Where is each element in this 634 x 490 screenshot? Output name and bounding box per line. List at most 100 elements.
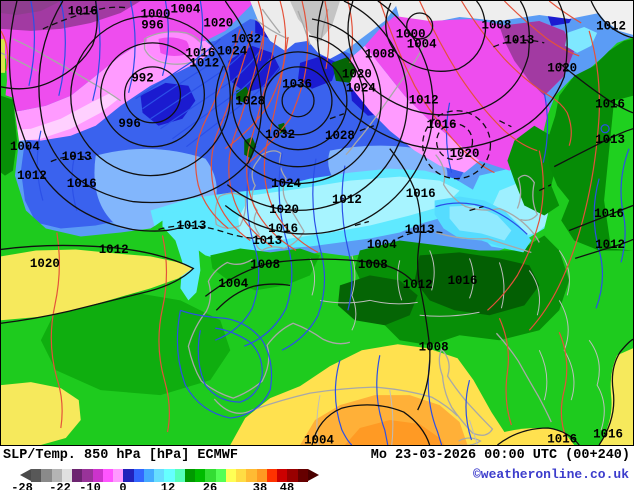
pressure-label: 1008 [365,47,395,61]
scale-color-cell [143,469,154,482]
scale-color-cell [215,469,226,482]
pressure-label: 1024 [217,44,247,58]
pressure-label: 1020 [203,16,233,30]
scale-color-cell [133,469,144,482]
scale-color-cell [92,469,103,482]
pressure-label: 1012 [595,238,625,252]
pressure-label: 1004 [10,140,40,154]
pressure-label: 1000 [141,7,171,21]
pressure-label: 1013 [252,234,282,248]
pressure-label: 1004 [218,277,248,291]
scale-arrow-left [20,469,31,481]
pressure-label: 1028 [325,129,355,143]
map-title: SLP/Temp. 850 hPa [hPa] ECMWF [3,448,238,463]
pressure-label: 1016 [594,207,624,221]
pressure-label: 1004 [407,37,437,51]
scale-color-cell [277,469,288,482]
scale-color-cell [123,469,134,482]
pressure-label: 1032 [265,128,295,142]
isotherms-red [1,1,600,441]
coastlines [1,8,552,445]
scale-tick-label: 48 [279,481,295,490]
scale-tick-label: -22 [49,481,71,490]
scale-tick-label: -10 [79,481,101,490]
pressure-label: 1013 [62,150,92,164]
scale-color-cell [164,469,175,482]
pressure-label: 1013 [405,223,435,237]
pressure-label: 1008 [358,258,388,272]
pressure-label: 1020 [342,67,372,81]
scale-color-cell [154,469,165,482]
isobars-black [1,1,633,445]
scale-color-cell [31,469,42,482]
pressure-label: 1016 [268,222,298,236]
scale-color-cell [266,469,277,482]
pressure-label: 1028 [235,94,265,108]
pressure-label: 1020 [269,203,299,217]
temperature-color-scale [20,469,319,482]
pressure-label: 1008 [481,18,511,32]
pressure-label: 1012 [332,193,362,207]
scale-color-cell [225,469,236,482]
scale-color-cell [102,469,113,482]
scale-tick-label: 26 [202,481,218,490]
pressure-label: 996 [141,18,163,32]
valid-datetime: Mo 23-03-2026 00:00 UTC (00+240) [370,448,630,463]
pressure-label: 1004 [170,2,200,16]
scale-tick-label: 0 [119,481,127,490]
pressure-label: 1016 [427,118,457,132]
scale-color-cell [82,469,93,482]
pressure-label: 1012 [403,278,433,292]
scale-tick-label: 12 [160,481,176,490]
isobars-dashed [42,6,612,240]
pressure-label: 1016 [185,46,215,60]
scale-color-cell [72,469,83,482]
pressure-label: 1008 [419,341,449,355]
pressure-label: 1016 [547,433,577,445]
pressure-label: 1016 [448,274,478,288]
pressure-label: 1004 [304,433,334,445]
pressure-label: 1016 [67,177,97,191]
scale-color-cell [195,469,206,482]
scale-color-cell [236,469,247,482]
pressure-label: 1012 [17,169,47,183]
pressure-label: 992 [131,71,153,85]
pressure-label: 1036 [282,77,312,91]
pressure-label: 1016 [406,187,436,201]
scale-color-cell [113,469,124,482]
scale-color-cell [297,469,308,482]
pressure-label: 1012 [409,93,439,107]
scale-color-cell [61,469,72,482]
pressure-label: 1020 [547,61,577,75]
pressure-label: 1024 [271,177,301,191]
copyright-link[interactable]: ©weatheronline.co.uk [472,467,629,482]
scale-color-cell [184,469,195,482]
country-borders [309,250,605,445]
temperature-scale-ticks: -28 -22 -10 0 12 26 38 48 [11,481,310,490]
scale-tick-label: -28 [11,481,33,490]
pressure-label: 1012 [596,19,626,33]
scale-color-cell [246,469,257,482]
pressure-label: 1020 [30,257,60,271]
scale-tick-label: 38 [252,481,268,490]
pressure-label: 996 [118,117,140,131]
pressure-label: 1012 [99,243,129,257]
pressure-label: 1016 [68,4,98,18]
pressure-label: 1032 [231,32,261,46]
scale-color-cell [287,469,298,482]
scale-color-cell [41,469,52,482]
pressure-label: 1016 [595,97,625,111]
pressure-label: 1013 [176,219,206,233]
scale-color-cell [205,469,216,482]
weather-map: 1016 1000 996 1004 1020 1032 1016 1024 1012 992 99… [0,0,634,446]
scale-color-cell [256,469,267,482]
pressure-label: 1004 [367,238,397,252]
pressure-label: 1016 [593,428,623,442]
pressure-label: 1000 [396,27,426,41]
scale-color-cell [174,469,185,482]
pressure-label: 1013 [595,133,625,147]
pressure-label: 1013 [504,33,534,47]
